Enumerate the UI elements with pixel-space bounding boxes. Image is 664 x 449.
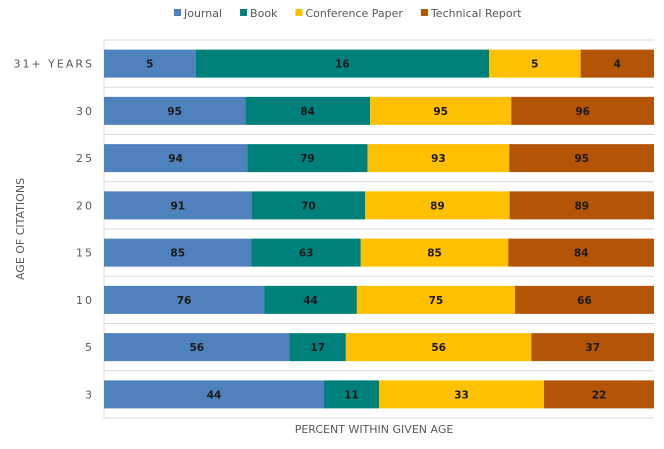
bar-book [324, 380, 379, 409]
bar-book [251, 191, 366, 220]
data-label: 56 [189, 342, 204, 354]
y-tick-label: 31+ YEARS [13, 58, 94, 71]
data-label: 93 [431, 153, 446, 165]
data-label: 66 [577, 295, 592, 307]
bar-conference-paper [356, 285, 515, 314]
data-label: 89 [430, 200, 445, 212]
bar-technical-report [511, 96, 654, 125]
data-label: 33 [454, 389, 469, 401]
legend-label: Technical Report [430, 7, 522, 20]
data-label: 91 [171, 200, 186, 212]
data-label: 85 [427, 248, 442, 260]
data-label: 44 [303, 295, 318, 307]
legend-swatch [295, 9, 303, 16]
x-axis-title: PERCENT WITHIN GIVEN AGE [295, 423, 454, 436]
bar-journal [104, 238, 252, 267]
bar-conference-paper [367, 144, 510, 173]
bar-journal [104, 333, 290, 362]
data-label: 44 [207, 389, 222, 401]
y-tick-label: 3 [85, 388, 94, 401]
bar-conference-paper [360, 238, 509, 267]
data-label: 56 [431, 342, 446, 354]
y-axis-title: AGE OF CITATIONS [14, 178, 27, 280]
bar-technical-report [531, 333, 654, 362]
legend-swatch [174, 9, 181, 16]
bar-technical-report [514, 285, 654, 314]
bar-technical-report [544, 380, 654, 409]
bar-journal [104, 49, 196, 78]
legend-swatch [420, 9, 428, 16]
bar-book [247, 144, 368, 173]
data-label: 37 [585, 342, 600, 354]
data-label: 22 [592, 389, 607, 401]
bar-technical-report [580, 49, 654, 78]
data-label: 96 [575, 106, 590, 118]
data-label: 5 [531, 59, 538, 71]
data-label: 84 [300, 106, 315, 118]
bar-conference-paper [365, 191, 510, 220]
bar-journal [104, 96, 246, 125]
data-label: 89 [574, 200, 589, 212]
bar-journal [104, 380, 324, 409]
bar-book [251, 238, 361, 267]
y-tick-label: 20 [76, 199, 94, 212]
data-label: 70 [301, 200, 316, 212]
bar-technical-report [509, 191, 654, 220]
data-label: 16 [335, 59, 350, 71]
data-label: 75 [429, 295, 444, 307]
legend-label: Journal [183, 7, 222, 20]
data-label: 4 [614, 59, 621, 71]
data-label: 79 [300, 153, 315, 165]
y-tick-label: 5 [85, 341, 94, 354]
data-label: 11 [344, 389, 359, 401]
bar-conference-paper [489, 49, 581, 78]
legend-swatch [240, 9, 248, 16]
bar-technical-report [508, 238, 654, 267]
bar-book [264, 285, 357, 314]
bar-journal [104, 144, 248, 173]
data-label: 95 [574, 153, 589, 165]
legend-label: Book [250, 7, 278, 20]
bar-book [195, 49, 489, 78]
bar-technical-report [509, 144, 654, 173]
bar-book [289, 333, 346, 362]
bar-book [245, 96, 371, 125]
data-label: 85 [170, 248, 185, 260]
bar-conference-paper [370, 96, 512, 125]
y-tick-label: 30 [76, 105, 94, 118]
bar-journal [104, 285, 265, 314]
data-label: 95 [167, 106, 182, 118]
data-label: 17 [310, 342, 325, 354]
y-tick-label: 15 [76, 247, 94, 260]
bar-journal [104, 191, 252, 220]
data-label: 63 [299, 248, 314, 260]
legend-label: Conference Paper [305, 7, 403, 20]
bar-conference-paper [345, 333, 532, 362]
y-tick-label: 25 [76, 152, 94, 165]
data-label: 94 [168, 153, 183, 165]
bar-conference-paper [379, 380, 544, 409]
data-label: 5 [146, 59, 153, 71]
y-tick-label: 10 [76, 294, 94, 307]
data-label: 84 [574, 248, 589, 260]
data-label: 95 [433, 106, 448, 118]
data-label: 76 [177, 295, 192, 307]
